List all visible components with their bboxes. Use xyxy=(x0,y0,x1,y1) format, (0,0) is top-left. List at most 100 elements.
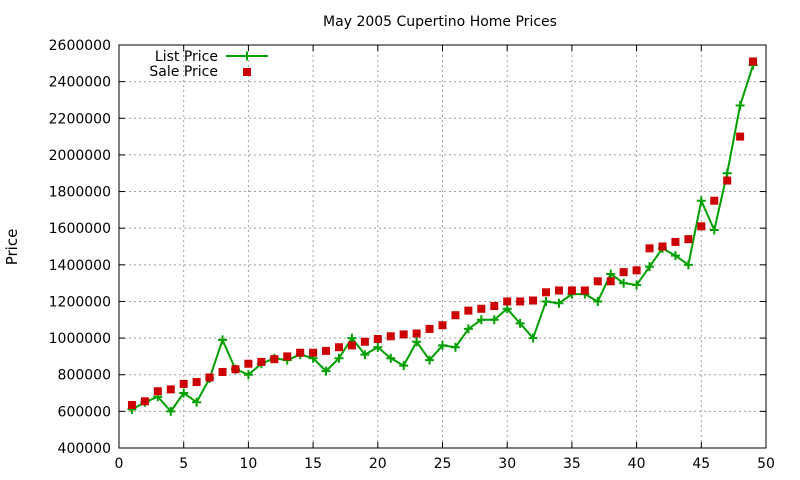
list-price-point xyxy=(476,315,486,325)
x-tick-label: 25 xyxy=(434,456,452,472)
sale-price-point xyxy=(192,378,201,387)
y-tick-label: 1800000 xyxy=(49,185,111,201)
list-price-point xyxy=(218,335,228,345)
list-price-point xyxy=(450,342,460,352)
legend: List Price Sale Price xyxy=(149,49,268,80)
sale-price-point xyxy=(749,57,758,66)
sale-price-point xyxy=(373,335,382,344)
y-tick-label: 2600000 xyxy=(49,38,111,54)
y-tick-label: 600000 xyxy=(58,404,111,420)
sale-price-point xyxy=(684,235,693,244)
list-price-point xyxy=(709,225,719,235)
sale-price-point xyxy=(451,311,460,320)
sale-price-point xyxy=(127,400,136,409)
list-price-point xyxy=(360,350,370,360)
list-price-point xyxy=(425,355,435,365)
list-price-point xyxy=(735,100,745,110)
sale-price-point xyxy=(710,196,719,205)
list-price-point xyxy=(399,361,409,371)
sale-price-point xyxy=(503,297,512,306)
y-tick-label: 1600000 xyxy=(49,221,111,237)
list-price-point xyxy=(179,388,189,398)
sale-price-point xyxy=(477,304,486,313)
list-price-point xyxy=(683,260,693,270)
sale-price-point xyxy=(490,302,499,311)
sale-price-point xyxy=(153,387,162,396)
x-tick-label: 5 xyxy=(179,456,188,472)
sale-price-point xyxy=(179,379,188,388)
sale-price-point xyxy=(593,277,602,286)
x-tick-label: 10 xyxy=(239,456,257,472)
list-price-point xyxy=(528,333,538,343)
list-price-point xyxy=(412,337,422,347)
y-tick-label: 2400000 xyxy=(49,75,111,91)
x-tick-label: 15 xyxy=(304,456,322,472)
x-tick-label: 0 xyxy=(115,456,124,472)
sale-price-point xyxy=(554,286,563,295)
sale-price-point xyxy=(283,352,292,361)
list-price-point xyxy=(722,168,732,178)
legend-marker-list-price xyxy=(242,51,252,61)
list-price-point xyxy=(243,370,253,380)
list-price-point xyxy=(541,296,551,306)
sale-price-point xyxy=(244,359,253,368)
sale-price-point xyxy=(658,242,667,251)
list-price-point xyxy=(438,340,447,350)
list-price-point xyxy=(645,262,655,272)
series-layer xyxy=(127,57,758,416)
legend-marker-sale-price xyxy=(243,68,251,76)
sale-price-point xyxy=(334,343,343,352)
sale-price-point xyxy=(386,332,395,341)
legend-label-sale-price: Sale Price xyxy=(149,64,218,80)
list-price-point xyxy=(373,342,383,352)
y-tick-label: 400000 xyxy=(58,441,111,457)
sale-price-point xyxy=(723,176,732,185)
legend-label-list-price: List Price xyxy=(155,49,218,65)
sale-price-point xyxy=(257,357,266,366)
list-price-point xyxy=(632,280,642,290)
sale-price-point xyxy=(542,288,551,297)
sale-price-point xyxy=(347,341,356,350)
y-tick-label: 2200000 xyxy=(49,111,111,127)
sale-price-point xyxy=(270,355,279,364)
sale-price-point xyxy=(580,286,589,295)
sale-price-point xyxy=(296,348,305,357)
list-price-point xyxy=(515,318,525,328)
sale-price-point xyxy=(736,132,745,141)
sale-price-point xyxy=(645,244,654,253)
sale-price-point xyxy=(360,337,369,346)
sale-price-point xyxy=(464,306,473,315)
sale-price-point xyxy=(567,286,576,295)
list-price-point xyxy=(334,353,344,363)
sale-price-point xyxy=(529,296,538,305)
y-tick-label: 1400000 xyxy=(49,258,111,274)
sale-price-point xyxy=(166,385,175,394)
sale-price-point xyxy=(425,324,434,333)
chart-title: May 2005 Cupertino Home Prices xyxy=(323,14,557,30)
sale-price-point xyxy=(671,237,680,246)
y-tick-label: 800000 xyxy=(58,368,111,384)
x-tick-label: 40 xyxy=(628,456,646,472)
axis-ticks: 0 5 10 15 20 25 30 35 40 45 50 400000 600000 800000 10… xyxy=(49,38,775,472)
list-price-point xyxy=(166,406,176,416)
sale-price-point xyxy=(231,365,240,374)
list-price-point xyxy=(554,298,564,308)
sale-price-point xyxy=(140,397,149,406)
x-tick-label: 50 xyxy=(757,456,775,472)
sale-price-point xyxy=(438,321,447,330)
list-price-line xyxy=(131,64,755,413)
y-tick-label: 1200000 xyxy=(49,294,111,310)
y-tick-label: 2000000 xyxy=(49,148,111,164)
sale-price-point xyxy=(399,330,408,339)
list-price-point xyxy=(386,353,396,363)
y-tick-label: 1000000 xyxy=(49,331,111,347)
x-tick-label: 30 xyxy=(498,456,516,472)
list-price-point xyxy=(502,304,512,314)
list-price-point xyxy=(321,366,331,376)
list-price-point xyxy=(593,296,603,306)
list-price-point xyxy=(696,196,706,206)
sale-price-point xyxy=(632,266,641,275)
list-price-point xyxy=(489,315,499,325)
x-tick-label: 35 xyxy=(563,456,581,472)
sale-price-point xyxy=(619,268,628,277)
